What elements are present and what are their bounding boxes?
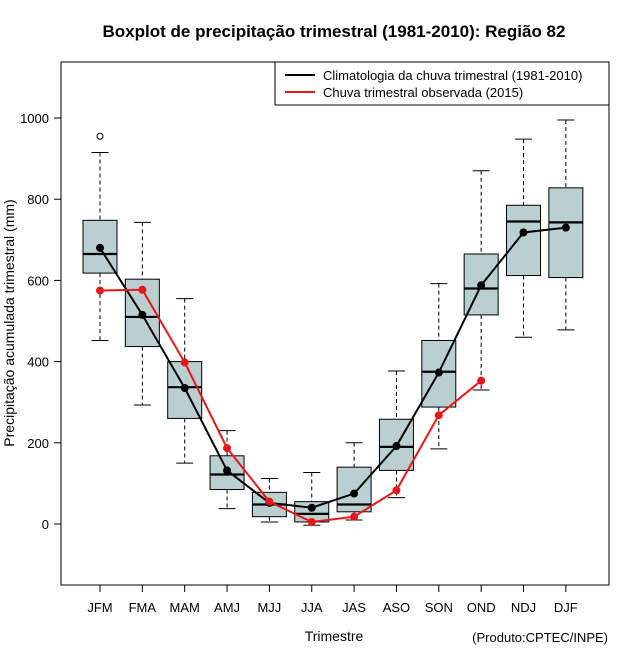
y-axis-label: Precipitação acumulada trimestral (mm): [1, 199, 17, 446]
box-djf: [548, 119, 584, 331]
box-ndj: [506, 138, 541, 338]
series-line-climatology: [99, 226, 566, 509]
y-tick-label: 800: [27, 192, 49, 207]
box-body: [548, 187, 584, 279]
legend-box: [274, 61, 610, 106]
x-tick-label: OND: [467, 600, 496, 615]
series-point-observed-2015: [434, 411, 443, 420]
series-point-climatology: [350, 489, 359, 498]
box-body: [506, 204, 541, 277]
series-point-climatology: [96, 243, 104, 252]
y-tick-label: 1000: [20, 111, 49, 126]
series-point-climatology: [561, 223, 570, 232]
series-point-observed-2015: [96, 286, 104, 295]
box-son: [421, 283, 457, 450]
series-point-climatology: [180, 383, 189, 392]
x-tick-label: JAS: [342, 600, 366, 615]
series-point-observed-2015: [350, 512, 359, 521]
y-tick-label: 0: [42, 517, 49, 532]
series-line-observed-2015: [99, 288, 482, 523]
legend: Climatologia da chuva trimestral (1981-2…: [274, 61, 610, 106]
credit-text: (Produto:CPTEC/INPE): [472, 630, 608, 645]
y-axis: 0 200 400 600 800 1000: [20, 111, 61, 532]
series-point-climatology: [223, 466, 232, 475]
y-tick-label: 600: [27, 273, 49, 288]
series-point-climatology: [434, 368, 443, 377]
series-climatology: [96, 223, 570, 512]
box-jas: [336, 442, 372, 521]
x-tick-label: ASO: [383, 600, 410, 615]
box-jfm: [82, 132, 118, 341]
series-point-observed-2015: [223, 444, 232, 453]
x-tick-label: MJJ: [257, 600, 281, 615]
x-tick-label: MAM: [170, 600, 200, 615]
x-tick-label: AMJ: [214, 600, 240, 615]
series-point-climatology: [138, 310, 147, 319]
legend-label-0: Climatologia da chuva trimestral (1981-2…: [323, 68, 582, 83]
x-tick-label: FMA: [129, 600, 157, 615]
series-point-observed-2015: [138, 285, 147, 294]
x-tick-label: JJA: [301, 600, 323, 615]
x-tick-label: JFM: [87, 600, 112, 615]
x-axis: JFM FMA MAM AMJ MJJ JJA JAS ASO SON OND NDJ DJF: [87, 585, 578, 615]
outlier-point: [96, 132, 104, 140]
x-tick-label: SON: [425, 600, 453, 615]
series-point-climatology: [392, 442, 401, 451]
boxes-group: [82, 119, 584, 526]
x-axis-label: Trimestre: [305, 628, 364, 644]
series-observed-2015: [96, 285, 486, 526]
series-point-climatology: [307, 503, 316, 512]
series-group: [96, 223, 570, 526]
box-ond: [463, 170, 499, 391]
box-mam: [167, 298, 203, 464]
series-point-observed-2015: [392, 486, 401, 495]
series-point-observed-2015: [180, 358, 189, 367]
box-aso: [378, 370, 414, 499]
series-point-climatology: [519, 228, 528, 237]
series-point-climatology: [477, 281, 486, 290]
legend-label-1: Chuva trimestral observada (2015): [323, 85, 523, 100]
y-tick-label: 400: [27, 355, 49, 370]
y-tick-label: 200: [27, 436, 49, 451]
x-tick-label: DJF: [554, 600, 578, 615]
chart-title: Boxplot de precipitação trimestral (1981…: [103, 22, 566, 41]
series-point-observed-2015: [265, 497, 274, 506]
x-tick-label: NDJ: [511, 600, 536, 615]
series-point-observed-2015: [307, 517, 316, 526]
series-point-observed-2015: [477, 376, 486, 385]
